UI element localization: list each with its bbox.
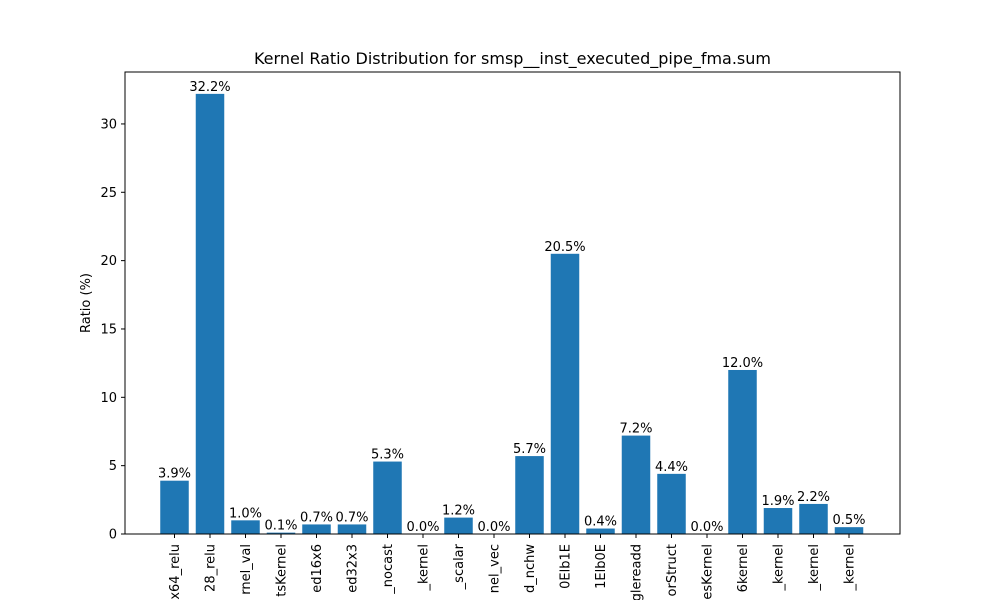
bar-value-label: 5.3%	[371, 448, 404, 463]
y-tick-label: 0	[109, 528, 117, 543]
bar-value-label: 2.2%	[797, 490, 830, 505]
bar	[550, 253, 580, 534]
x-tick-label: d_nchw	[523, 544, 538, 593]
bar-value-label: 7.2%	[619, 422, 652, 437]
bar	[302, 524, 331, 534]
y-axis-label: Ratio (%)	[79, 273, 94, 333]
bar	[834, 527, 864, 534]
bar	[195, 93, 225, 535]
x-tick-label: _nocast	[381, 544, 396, 595]
bar	[621, 435, 651, 534]
bar-value-label: 0.5%	[832, 513, 865, 528]
bar-value-label: 0.7%	[335, 510, 368, 525]
bar	[586, 528, 615, 534]
x-tick-label: _kernel	[417, 544, 432, 592]
bar	[444, 517, 473, 534]
x-tick-label: _kernel	[843, 544, 858, 592]
bar-value-label: 0.0%	[477, 520, 510, 535]
bar-value-label: 4.4%	[655, 460, 688, 475]
bar	[337, 524, 367, 534]
plot-area: 3.9%32.2%1.0%0.1%0.7% 0.7%5.3%0.0%1.2%0.0…	[100, 71, 901, 600]
bar	[266, 532, 296, 534]
bar	[373, 461, 402, 534]
bar-value-label: 32.2%	[189, 80, 230, 95]
x-tick-label: _kernel	[772, 544, 787, 592]
x-tick-label: x64_relu	[168, 544, 183, 600]
bar	[728, 369, 757, 534]
y-tick-label: 15	[100, 322, 117, 337]
bar-value-label: 0.4%	[584, 515, 617, 530]
y-tick-label: 20	[100, 254, 117, 269]
bar	[799, 503, 828, 534]
x-tick-label: nel_vec	[488, 544, 503, 593]
bar-value-label: 3.9%	[158, 467, 191, 482]
y-tick-label: 5	[109, 459, 117, 474]
chart-title: Kernel Ratio Distribution for smsp__inst…	[254, 49, 771, 69]
x-tick-label: ed32x3	[346, 544, 361, 593]
x-tick-label: esKernel	[701, 544, 716, 600]
bar	[763, 508, 793, 534]
bar-value-label: 20.5%	[544, 240, 585, 255]
bar	[515, 456, 544, 534]
x-tick-label: tsKernel	[275, 544, 290, 597]
bar	[160, 480, 189, 534]
x-tick-label: glereadd	[630, 544, 645, 600]
bar-value-label: 1.0%	[229, 506, 262, 521]
axes-frame	[124, 71, 901, 535]
x-tick-label: _kernel	[807, 544, 822, 592]
bar-value-label: 0.1%	[264, 519, 297, 534]
x-tick-label: 6kernel	[736, 544, 751, 592]
x-tick-label: ed16x6	[310, 544, 325, 593]
x-tick-label: orStruct	[665, 544, 680, 596]
x-tick-label: _scalar	[452, 543, 467, 590]
bar-value-label: 1.2%	[442, 504, 475, 519]
bar-value-label: 1.9%	[761, 494, 794, 509]
y-tick-label: 10	[100, 391, 117, 406]
bar-value-label: 0.0%	[406, 520, 439, 535]
y-tick-label: 25	[100, 186, 117, 201]
bar-value-label: 12.0%	[722, 356, 763, 371]
x-tick-label: 28_relu	[204, 544, 219, 592]
bar-value-label: 0.7%	[300, 510, 333, 525]
y-tick-label: 30	[100, 117, 117, 132]
x-tick-label: 1Elb0E	[594, 544, 609, 589]
bar-value-label: 0.0%	[690, 520, 723, 535]
x-tick-label: 0Elb1E	[559, 544, 574, 589]
bar-value-label: 5.7%	[513, 442, 546, 457]
x-tick-label: rnel_val	[239, 544, 254, 595]
bar	[231, 520, 260, 534]
bar	[657, 473, 686, 534]
